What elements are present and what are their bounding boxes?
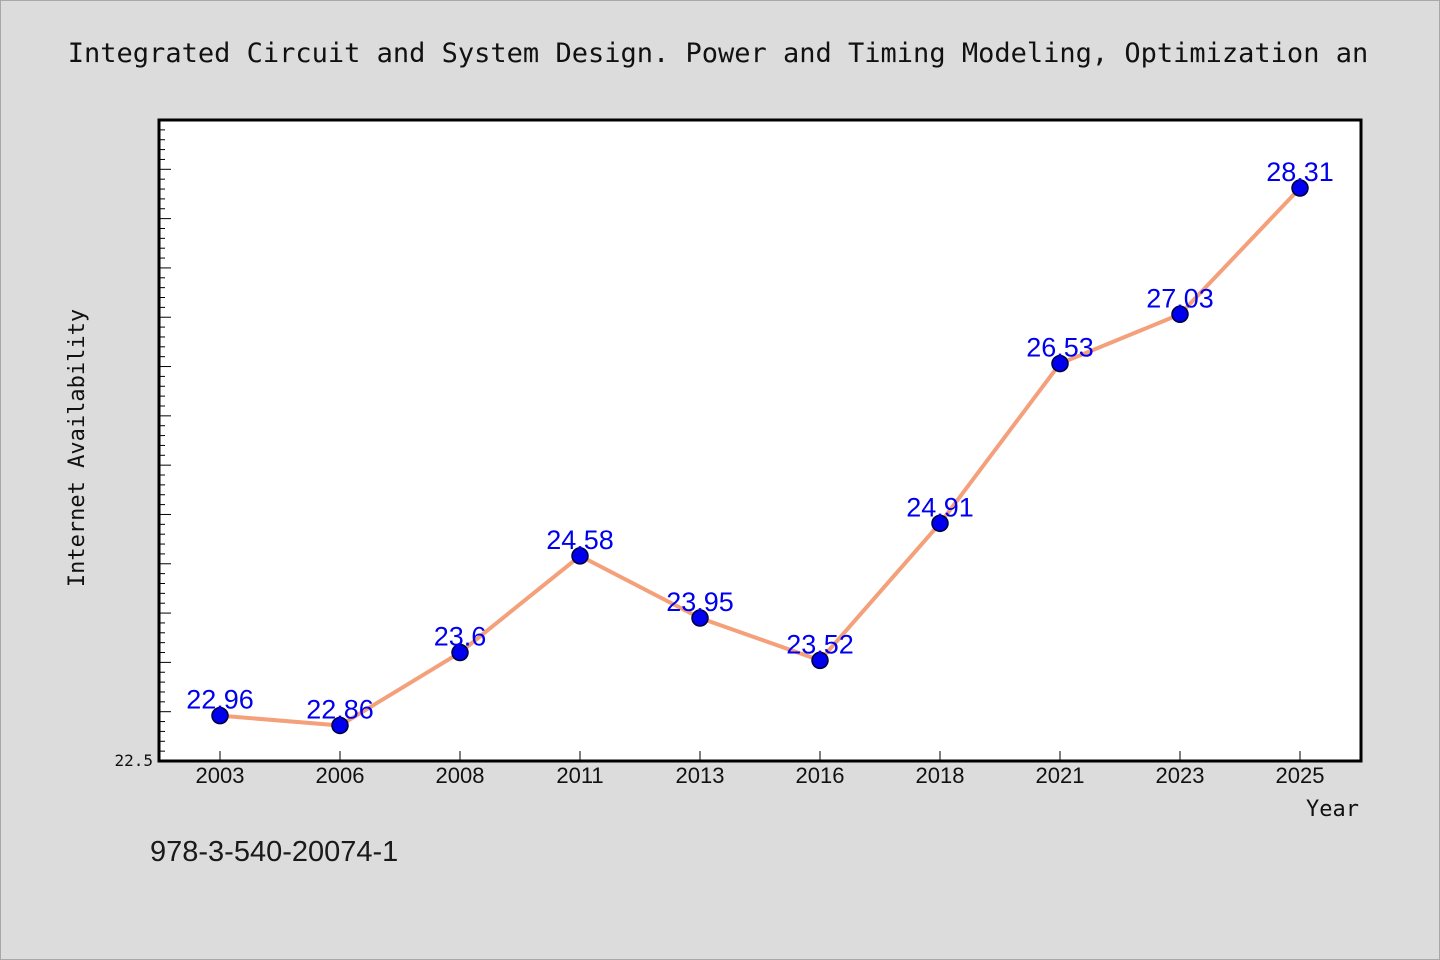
data-label: 23.95 [666, 587, 734, 617]
x-tick-label: 2011 [556, 763, 603, 788]
isbn-label: 978-3-540-20074-1 [150, 836, 399, 868]
x-tick-label: 2006 [316, 763, 365, 788]
x-axis-ticks: 2003 2006 2008 2011 2013 2016 2018 2021 2023 2025 [196, 751, 1325, 788]
data-label: 22.96 [186, 685, 254, 715]
x-tick-label: 2013 [676, 763, 725, 788]
data-label: 22.86 [306, 694, 374, 724]
y-axis-label: Internet Availability [65, 309, 90, 587]
data-point [1051, 354, 1069, 373]
data-point [691, 609, 709, 627]
data-label: 24.58 [546, 525, 614, 555]
x-tick-label: 2003 [196, 763, 245, 788]
data-label: 26.53 [1026, 333, 1094, 363]
x-axis-label: Year [1306, 797, 1359, 822]
data-label: 23.6 [434, 622, 487, 652]
y-axis-ticks [159, 119, 171, 762]
data-label: 24.91 [906, 492, 974, 522]
chart-title: Integrated Circuit and System Design. Po… [68, 38, 1368, 69]
data-point [1171, 305, 1189, 324]
x-tick-label: 2021 [1036, 763, 1085, 788]
data-point [931, 514, 949, 533]
plot-area [157, 118, 1363, 763]
x-tick-label: 2008 [436, 763, 485, 788]
x-tick-label: 2025 [1276, 763, 1325, 788]
series-line [218, 186, 1302, 728]
data-point [331, 716, 349, 735]
x-tick-label: 2018 [916, 763, 965, 788]
data-label: 28.31 [1266, 157, 1334, 187]
data-point [211, 706, 229, 725]
data-point [451, 643, 469, 662]
x-tick-label: 2023 [1156, 763, 1205, 788]
data-point [1291, 179, 1309, 197]
x-tick-label: 2016 [796, 763, 845, 788]
data-label: 23.52 [786, 629, 854, 659]
data-label: 27.03 [1146, 283, 1214, 313]
data-point [571, 547, 589, 565]
data-points [211, 179, 1309, 735]
y-tick-label: 22.5 [114, 751, 153, 770]
data-labels: 22.96 22.86 23.6 24.58 23.95 23.52 24.91 26.53 2… [186, 157, 1334, 724]
data-point [811, 651, 829, 670]
